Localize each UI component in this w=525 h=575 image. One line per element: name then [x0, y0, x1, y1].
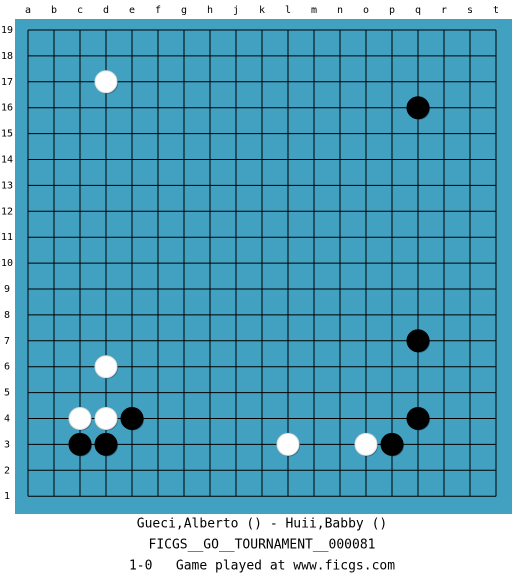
black-stone — [120, 407, 144, 430]
row-label: 10 — [1, 258, 13, 269]
row-label: 2 — [4, 465, 10, 476]
column-label: l — [285, 5, 291, 16]
column-label: d — [103, 5, 109, 16]
column-label: k — [259, 5, 265, 16]
row-label: 19 — [1, 25, 13, 36]
white-stone — [94, 70, 118, 94]
row-label: 6 — [4, 362, 10, 373]
column-label: m — [311, 5, 317, 16]
column-label: q — [415, 5, 421, 16]
black-stone — [406, 407, 430, 430]
row-label: 16 — [1, 103, 13, 114]
row-label: 11 — [1, 232, 13, 243]
column-label: b — [51, 5, 57, 16]
white-stone — [354, 432, 378, 456]
column-label: a — [25, 5, 31, 16]
column-label: g — [181, 5, 187, 16]
result: 1-0 Game played at www.ficgs.com — [129, 559, 395, 574]
row-label: 5 — [4, 388, 10, 399]
black-stone — [94, 432, 118, 456]
row-label: 7 — [4, 336, 10, 347]
black-stone — [406, 96, 430, 120]
white-stone — [94, 355, 118, 379]
white-stone — [276, 432, 300, 456]
row-label: 18 — [1, 51, 13, 62]
row-label: 4 — [4, 414, 10, 425]
row-label: 8 — [4, 310, 10, 321]
row-label: 13 — [1, 180, 13, 191]
column-label: j — [233, 5, 239, 16]
column-label: e — [129, 5, 135, 16]
black-stone — [380, 432, 404, 456]
black-stone — [406, 329, 430, 353]
black-stone — [68, 432, 92, 456]
board — [15, 19, 512, 514]
row-label: 14 — [1, 155, 13, 166]
column-label: t — [493, 5, 499, 16]
column-label: s — [467, 5, 473, 16]
row-label: 17 — [1, 77, 13, 88]
column-label: n — [337, 5, 343, 16]
row-label: 3 — [4, 439, 10, 450]
column-label: r — [441, 5, 447, 16]
coordinates: a b c d e f g h j k l m n o p q r s t191817161514131211109… — [1, 5, 499, 502]
row-label: 15 — [1, 129, 13, 140]
white-stone — [68, 407, 92, 430]
column-label: o — [363, 5, 369, 16]
row-label: 12 — [1, 206, 13, 217]
column-label: f — [155, 5, 161, 16]
row-label: 9 — [4, 284, 10, 295]
white-stone — [94, 407, 118, 430]
event: FICGS__GO__TOURNAMENT__000081 — [149, 538, 376, 553]
column-label: h — [207, 5, 213, 16]
row-label: 1 — [4, 491, 10, 502]
players: Gueci,Alberto () - Huii,Babby () — [137, 517, 387, 532]
column-label: p — [389, 5, 395, 16]
column-label: c — [77, 5, 83, 16]
stones — [68, 70, 430, 457]
